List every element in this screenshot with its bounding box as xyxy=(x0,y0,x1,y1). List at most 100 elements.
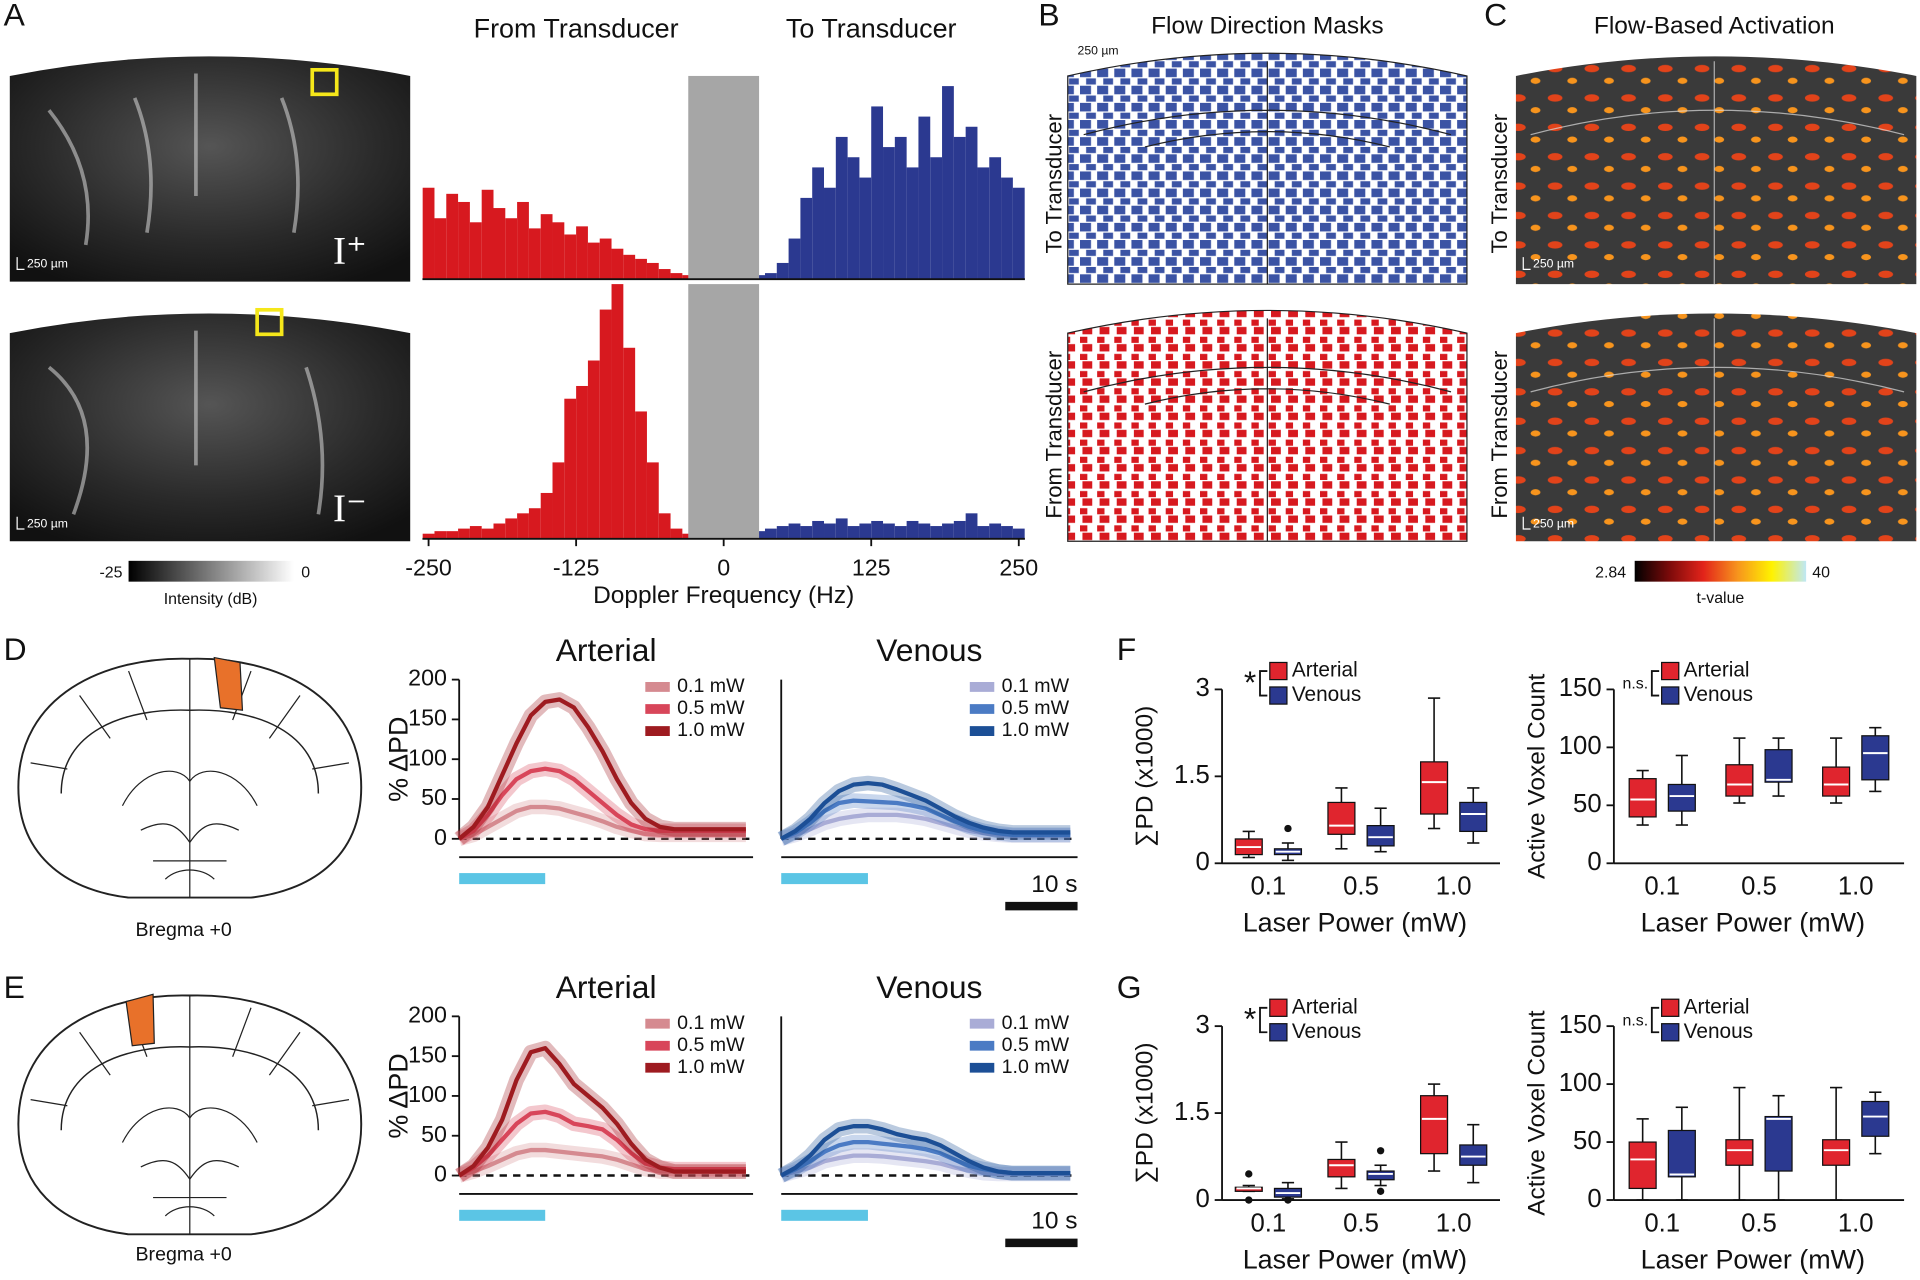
panel-letter: C xyxy=(1484,0,1507,33)
activation-image xyxy=(1515,313,1917,542)
spectrum-bar xyxy=(894,526,907,539)
box xyxy=(1628,1141,1657,1190)
x-tick-label: 0.5 xyxy=(1343,1209,1379,1237)
spectrum-bar xyxy=(824,523,836,539)
series-line xyxy=(457,697,746,841)
box xyxy=(1725,764,1754,797)
spectrum-bar xyxy=(670,528,683,539)
legend-label: 1.0 mW xyxy=(1002,719,1070,741)
spectrum-bar xyxy=(646,262,659,280)
series-line xyxy=(780,780,1071,841)
spectrum-bar xyxy=(835,518,848,539)
chart-title: Arterial xyxy=(556,632,657,668)
stimulus-bar xyxy=(459,1209,546,1221)
image-label: I⁻ xyxy=(333,487,367,530)
spectrum-bar xyxy=(953,520,966,539)
significance-bracket xyxy=(1650,670,1660,697)
spectrum-bar xyxy=(658,513,671,539)
legend-label: Venous xyxy=(1292,683,1361,706)
spectrum-bar xyxy=(576,385,588,539)
scale-bar-label: 10 s xyxy=(1031,871,1077,898)
panel-title: Flow Direction Masks xyxy=(1151,12,1384,39)
spectrum-bar xyxy=(517,201,529,280)
legend-label: 0.1 mW xyxy=(677,1012,745,1034)
atlas-caption: Bregma +0 xyxy=(136,919,232,941)
spectrum-bar xyxy=(918,116,931,280)
box xyxy=(1419,761,1449,815)
series-heading: From Transducer xyxy=(474,14,679,44)
chart-title: Venous xyxy=(876,632,982,668)
spectrum-bar xyxy=(458,201,470,280)
target-region xyxy=(125,993,155,1047)
scale-label: 250 µm xyxy=(1533,257,1574,271)
legend-swatch xyxy=(1269,998,1288,1017)
box xyxy=(1667,783,1696,812)
x-axis-label: Laser Power (mW) xyxy=(1243,908,1467,938)
colorbar-max: 0 xyxy=(301,564,310,581)
y-axis-label: ∑PD (x1000) xyxy=(1132,706,1159,847)
y-tick-label: 100 xyxy=(408,744,447,770)
colorbar-max: 40 xyxy=(1812,564,1830,581)
legend-label: Venous xyxy=(1292,1020,1361,1043)
box xyxy=(1366,1170,1395,1181)
x-tick-label: 125 xyxy=(852,555,891,581)
spectrum-bar xyxy=(918,523,931,539)
x-tick-label: 1.0 xyxy=(1838,873,1874,901)
legend-swatch xyxy=(1269,661,1288,681)
y-tick-label: 0 xyxy=(1195,1185,1209,1213)
spectrum-bar xyxy=(942,523,954,539)
row-label: From Transducer xyxy=(1487,351,1512,519)
spectrum-bar xyxy=(505,218,518,280)
spectrum-bar xyxy=(1001,526,1013,539)
spectrum-bar xyxy=(658,269,671,280)
spectrum-bar xyxy=(599,309,612,539)
legend-label: 0.5 mW xyxy=(677,697,745,719)
spectrum-bar xyxy=(481,528,494,539)
y-tick-label: 100 xyxy=(1559,732,1602,760)
x-axis-label: Laser Power (mW) xyxy=(1641,908,1865,938)
spectrum-bar xyxy=(847,526,860,539)
spectrum-bar xyxy=(564,398,577,539)
y-axis-label: Active Voxel Count xyxy=(1523,1010,1550,1216)
atlas-caption: Bregma +0 xyxy=(136,1243,232,1265)
spectrum-bar xyxy=(576,226,588,280)
y-tick-label: 0 xyxy=(1195,848,1209,876)
box xyxy=(1628,778,1657,818)
box xyxy=(1419,1095,1449,1155)
stimulus-bar xyxy=(459,873,546,885)
y-tick-label: 0 xyxy=(1587,1185,1601,1213)
image-label: I⁺ xyxy=(333,230,367,273)
spectrum-bar xyxy=(505,518,518,539)
legend-label: 0.5 mW xyxy=(1002,697,1070,719)
spectrum-bar xyxy=(788,523,801,539)
series-line xyxy=(458,1109,746,1178)
spectrum-bar xyxy=(989,523,1002,539)
y-tick-label: 200 xyxy=(408,1001,447,1027)
target-region xyxy=(213,656,244,711)
spectrum-bar xyxy=(564,234,577,280)
y-tick-label: 150 xyxy=(1559,674,1602,702)
spectrum-bar xyxy=(458,528,470,539)
scale-bar-label: 10 s xyxy=(1031,1208,1077,1235)
ultrasound-image xyxy=(9,313,411,542)
spectrum-bar xyxy=(646,462,659,539)
spectrum-bar xyxy=(1012,528,1025,539)
row-label: To Transducer xyxy=(1041,114,1066,254)
y-axis-label: % ΔPD xyxy=(384,717,414,802)
y-tick-label: 50 xyxy=(1573,790,1602,818)
colorbar-label: t-value xyxy=(1697,590,1745,607)
colorbar xyxy=(128,560,294,582)
spectrum-bar xyxy=(540,214,553,280)
legend-swatch xyxy=(1661,661,1680,681)
spectrum-bar xyxy=(859,177,872,280)
panel-letter: B xyxy=(1038,0,1059,33)
scale-label: 250 µm xyxy=(1078,44,1119,58)
box xyxy=(1822,766,1851,797)
spectrum-bar xyxy=(906,520,919,539)
spectrum-bar xyxy=(930,526,943,539)
spectrum-bar xyxy=(906,167,919,280)
legend-swatch xyxy=(1661,1023,1680,1042)
spectrum-bar xyxy=(965,126,978,280)
x-tick-label: 0.1 xyxy=(1644,1209,1680,1237)
spectrum-bar xyxy=(894,136,907,280)
